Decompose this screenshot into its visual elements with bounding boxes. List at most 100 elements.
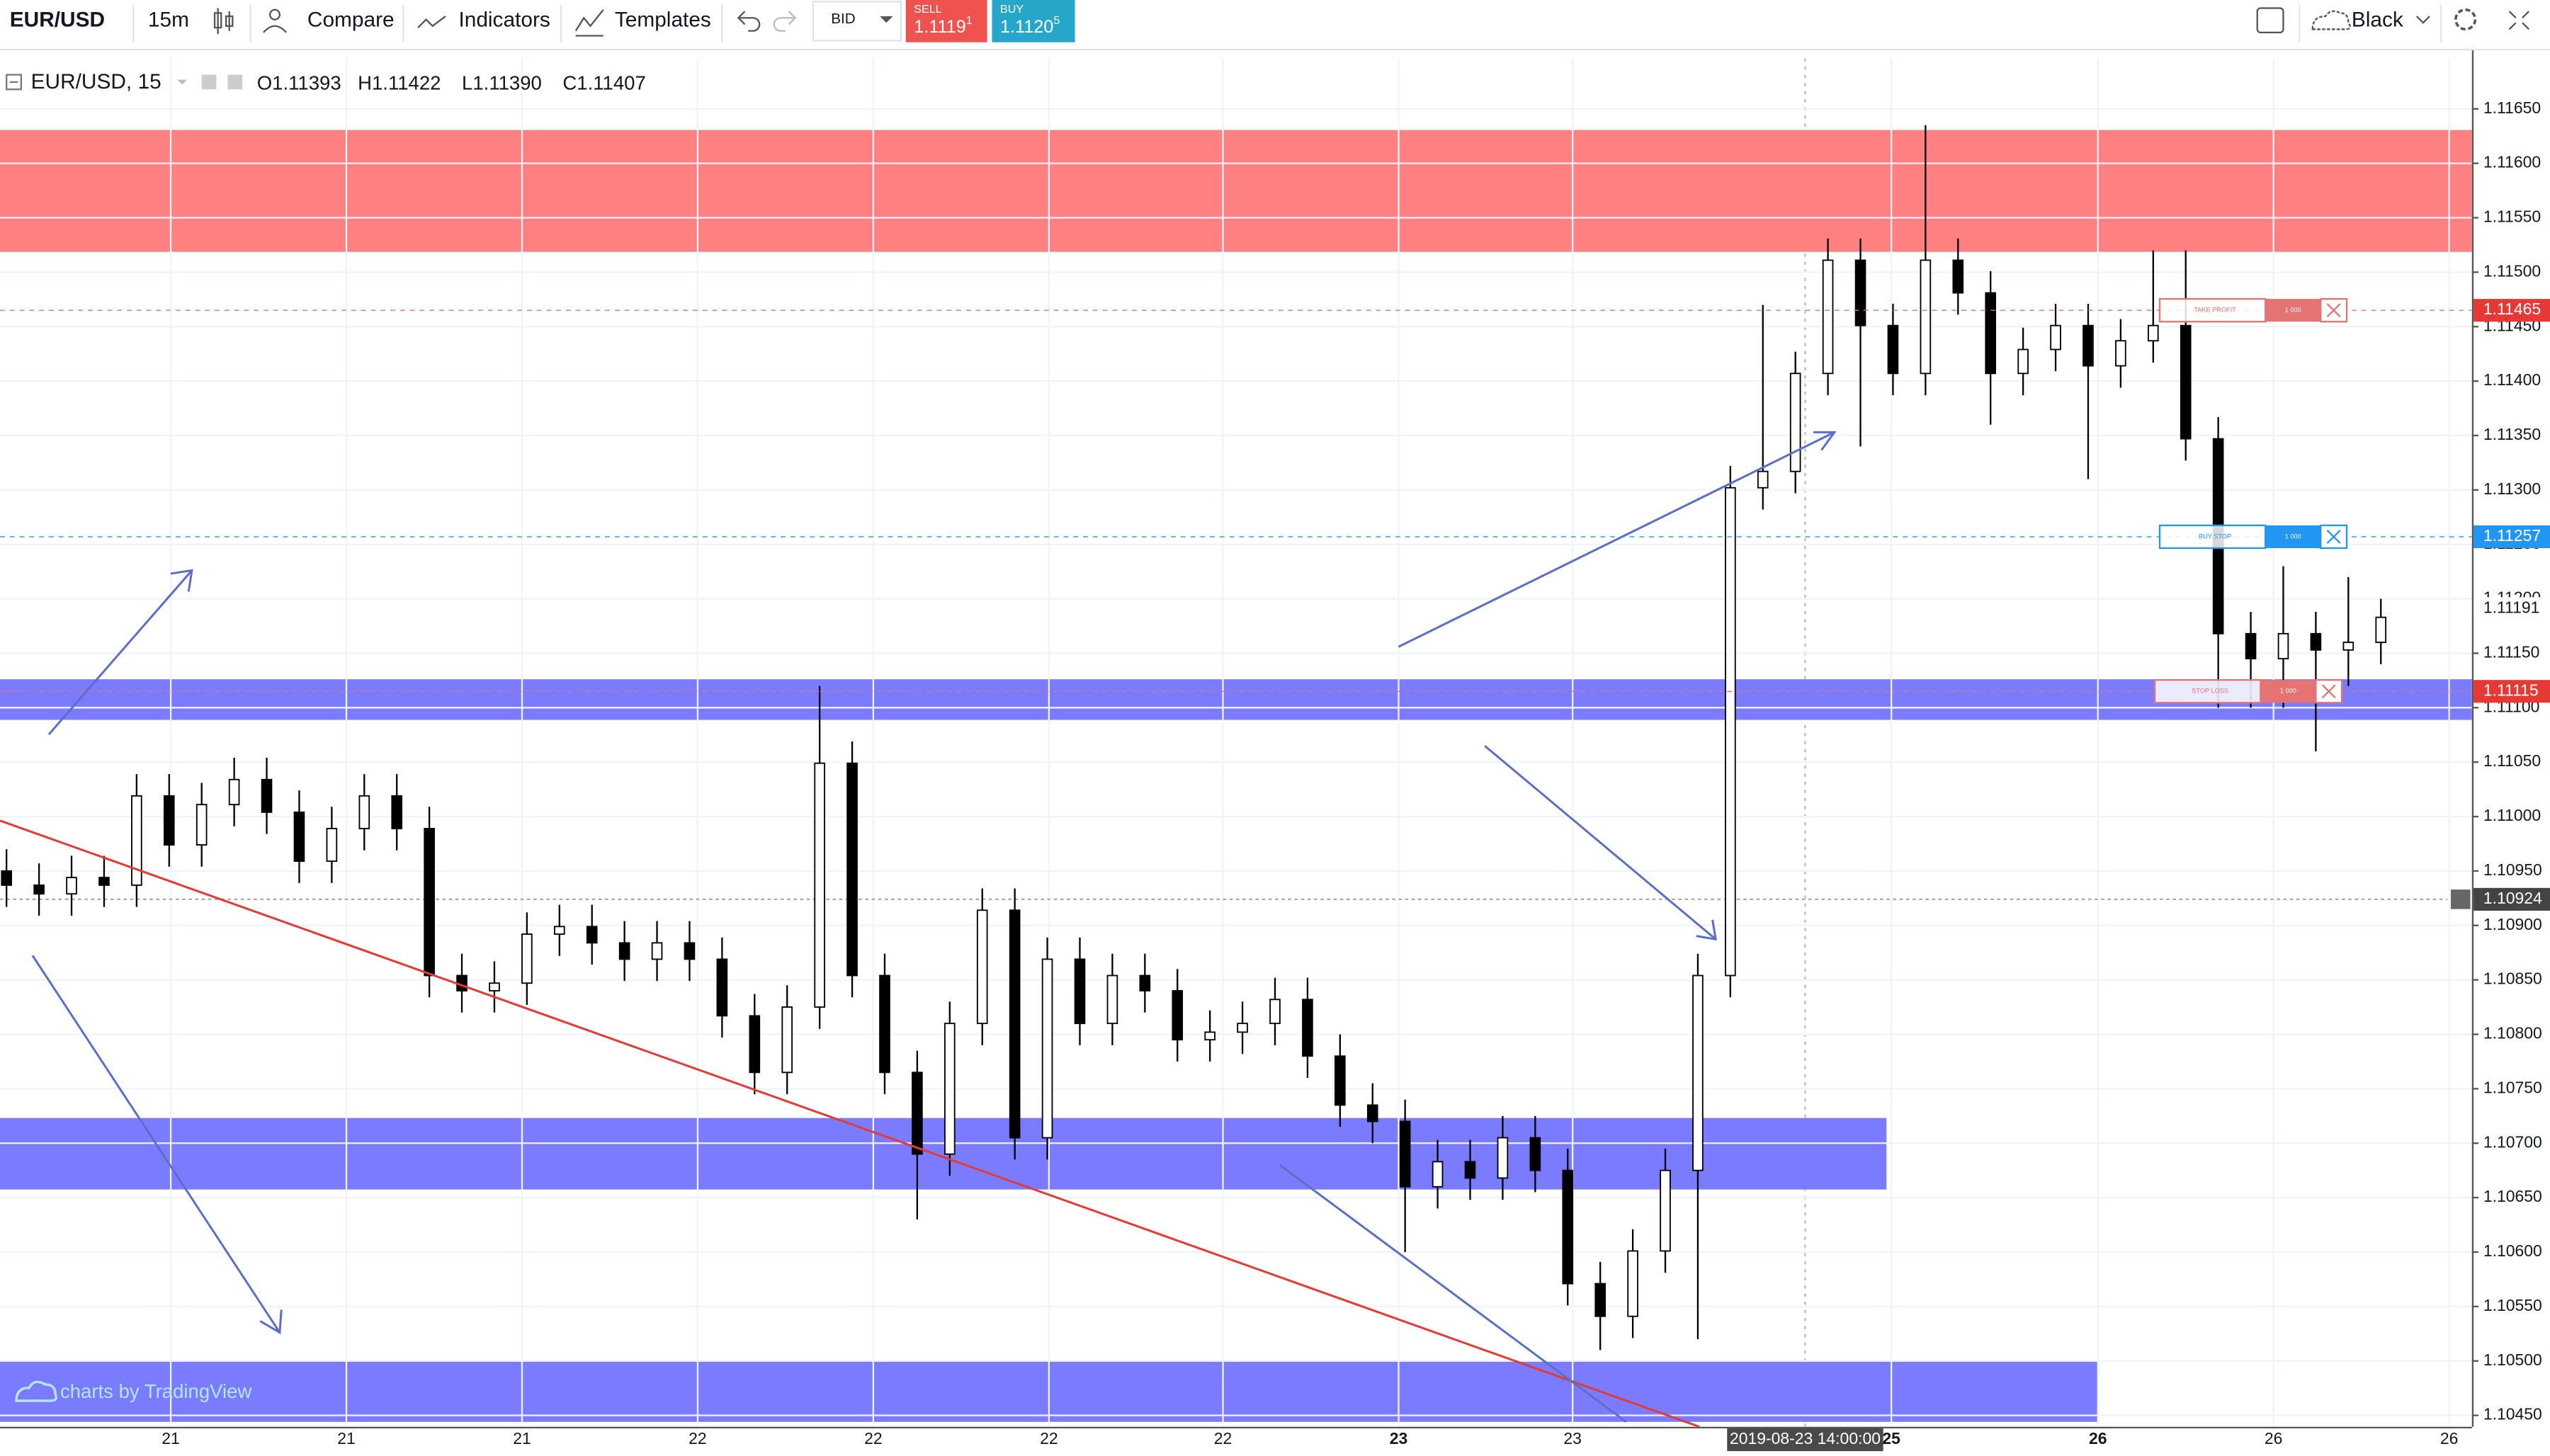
price-tick-label: 1.10450 xyxy=(2483,1405,2542,1423)
candle-body xyxy=(1660,1169,1671,1252)
eye-icon[interactable] xyxy=(201,74,217,90)
candle-style-icon[interactable] xyxy=(213,8,234,35)
candle-body xyxy=(196,804,208,846)
high-value: 1.11422 xyxy=(372,72,441,94)
crosshair-button xyxy=(2450,889,2471,909)
price-tick-label: 1.11000 xyxy=(2483,806,2541,824)
indicators-button[interactable]: Indicators xyxy=(458,8,550,32)
templates-icon[interactable] xyxy=(574,9,604,37)
order-qty-box xyxy=(2265,299,2321,322)
time-tick-label: 21 xyxy=(162,1429,180,1448)
price-tick-label: 1.10700 xyxy=(2483,1132,2542,1151)
symbol[interactable]: EUR/USD xyxy=(10,8,105,32)
candle-body xyxy=(1757,470,1769,489)
candle-body xyxy=(1432,1161,1444,1188)
candle-body xyxy=(1074,958,1086,1025)
drawings xyxy=(0,431,1837,1428)
candle-body xyxy=(1822,259,1834,375)
trend-line xyxy=(0,819,1700,1428)
legend-title: EUR/USD, 15 xyxy=(31,70,162,93)
price-tick-label: 1.10900 xyxy=(2483,915,2542,933)
interval[interactable]: 15m xyxy=(148,8,189,32)
sell-button[interactable] xyxy=(905,0,987,42)
indicators-icon[interactable] xyxy=(417,16,446,28)
candles xyxy=(1,125,2387,1350)
support-zone xyxy=(0,1117,1887,1190)
candle-body xyxy=(912,1071,923,1155)
candle-body xyxy=(1952,259,1964,294)
buy-price: 1.11205 xyxy=(1000,14,1060,37)
price-tag-label: 1.11191 xyxy=(2483,598,2540,616)
ohlc-values: O1.11393 H1.11422 L1.11390 C1.11407 xyxy=(257,72,646,94)
price-tick-label: 1.10850 xyxy=(2483,969,2542,988)
candle-body xyxy=(358,795,370,829)
compare-button[interactable]: Compare xyxy=(307,8,395,32)
candle-body xyxy=(2050,324,2061,351)
expand-button[interactable] xyxy=(2508,11,2529,30)
layout-name[interactable]: Black xyxy=(2352,8,2403,32)
low-label: L xyxy=(462,72,472,94)
plot-area xyxy=(0,58,2472,1427)
price-tick-label: 1.10650 xyxy=(2483,1187,2542,1205)
compare-icon[interactable] xyxy=(263,8,287,33)
redo-button[interactable] xyxy=(773,11,797,32)
settings-button[interactable] xyxy=(2454,8,2477,31)
legend-dropdown[interactable] xyxy=(177,79,188,85)
candle-body xyxy=(521,933,533,984)
time-tick-label: 26 xyxy=(2089,1429,2107,1448)
price-tick-label: 1.11150 xyxy=(2483,643,2540,661)
candle-body xyxy=(489,982,500,991)
candle-body xyxy=(1269,999,1281,1025)
candle-body xyxy=(131,795,142,886)
candle-body xyxy=(391,795,403,829)
candle-body xyxy=(33,884,45,895)
dropdown-arrow xyxy=(880,16,893,23)
price-tick-label: 1.10750 xyxy=(2483,1078,2542,1096)
candle-body xyxy=(1562,1169,1574,1285)
layout-dropdown[interactable] xyxy=(2415,16,2430,24)
candle-body xyxy=(1172,990,1184,1041)
settings-icon[interactable] xyxy=(227,74,243,90)
time-tick-label: 23 xyxy=(1563,1429,1582,1448)
candle-body xyxy=(1627,1250,1638,1317)
buy-label: BUY xyxy=(1000,3,1024,16)
candle-body xyxy=(781,1006,793,1074)
time-tick-label: 22 xyxy=(688,1429,707,1448)
fullscreen-toggle[interactable] xyxy=(2256,7,2284,34)
time-highlight-box xyxy=(1727,1428,1883,1452)
candle-body xyxy=(1139,974,1151,991)
candle-body xyxy=(98,877,110,886)
sell-label: SELL xyxy=(914,3,941,16)
candle-body xyxy=(2180,324,2192,440)
low-value: 1.11390 xyxy=(472,72,542,94)
time-tick-label: 22 xyxy=(864,1429,883,1448)
close-label: C xyxy=(562,72,577,94)
cloud-icon[interactable] xyxy=(2311,10,2352,30)
candle-body xyxy=(553,926,565,935)
candle-body xyxy=(651,942,663,960)
undo-button[interactable] xyxy=(737,11,761,32)
order-close xyxy=(2326,303,2341,318)
order-panel[interactable]: TAKE PROFIT 1 000 xyxy=(2158,297,2348,323)
candle-body xyxy=(2147,324,2159,342)
resistance-zone xyxy=(0,130,2472,252)
order-panel[interactable]: STOP LOSS 1 000 xyxy=(2153,679,2343,704)
bid-label[interactable]: BID xyxy=(831,11,855,27)
price-tag-box xyxy=(2474,887,2550,911)
time-tick-label: 21 xyxy=(513,1429,531,1448)
candle-body xyxy=(1106,974,1118,1025)
templates-button[interactable]: Templates xyxy=(615,8,711,32)
buy-price-pip: 5 xyxy=(1053,14,1060,27)
collapse-button[interactable] xyxy=(6,74,22,91)
buy-button[interactable] xyxy=(992,0,1075,42)
candle-body xyxy=(2310,632,2322,651)
price-tag-label: 1.11465 xyxy=(2483,300,2541,318)
order-panel[interactable]: BUY STOP 1 000 xyxy=(2158,524,2348,550)
candle-body xyxy=(163,795,175,846)
price-tags: 1.11465 1.11257 1.11191 1.11115 1.10924 xyxy=(2450,299,2550,911)
order-qty: 1 000 xyxy=(2285,307,2301,314)
order-close-box xyxy=(2320,297,2348,323)
candle-body xyxy=(1887,324,1899,375)
watermark: charts by TradingView xyxy=(15,1380,251,1402)
candle-body xyxy=(1464,1161,1476,1179)
